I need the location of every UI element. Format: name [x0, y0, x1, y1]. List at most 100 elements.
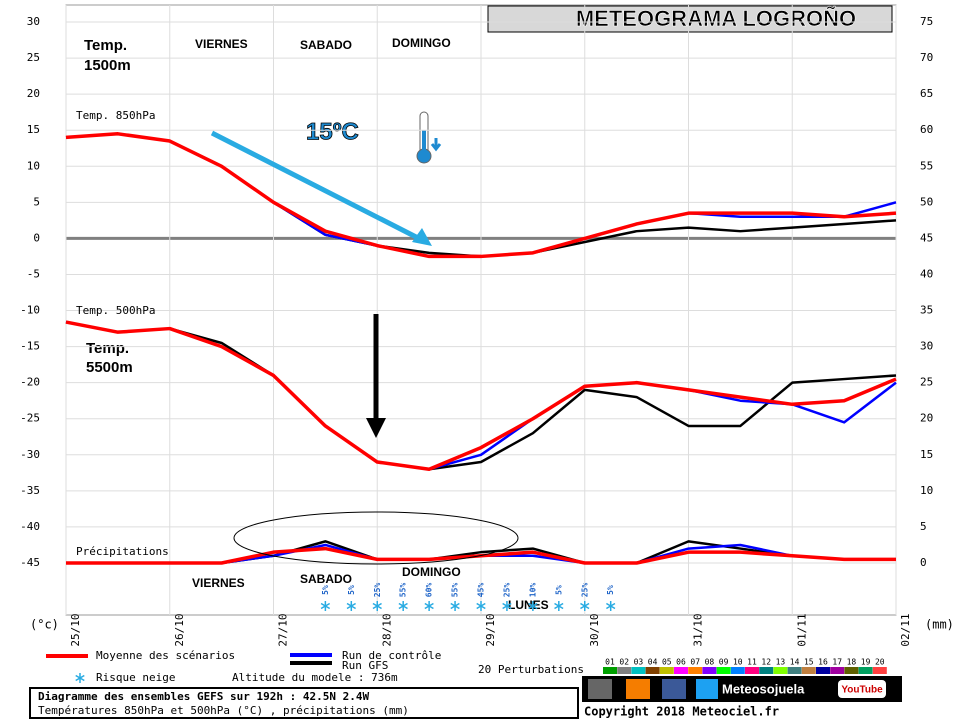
perturbation-label: 05	[662, 658, 672, 667]
legend-label: Run de contrôle	[342, 649, 441, 662]
y-tick-label: 10	[27, 159, 40, 172]
plot: -45 -40 -35 -30 -25 -20 -15 -10 -5 0 5 10 15 20 25 30 0 5…	[20, 4, 933, 647]
y-tick-label: -25	[20, 412, 40, 425]
legend: Moyenne des scénarios Run de contrôle Ru…	[46, 649, 584, 684]
perturbation-label: 11	[747, 658, 757, 667]
y-tick-label: -15	[20, 340, 40, 353]
y-tick-label: -35	[20, 484, 40, 497]
arrow	[210, 130, 424, 243]
y-tick-label: 15	[27, 123, 40, 136]
perturbation-label: 07	[690, 658, 700, 667]
perturbation-label: 15	[804, 658, 814, 667]
snowflake-arm	[580, 602, 590, 610]
copyright: Copyright 2018 Meteociel.fr	[584, 705, 779, 719]
perturbation-label: 10	[733, 658, 743, 667]
snow-risk-label: 60%	[425, 583, 434, 598]
snowflake	[580, 601, 590, 611]
snowflake	[424, 601, 434, 611]
perturbation-label: 03	[634, 658, 644, 667]
perturbation-swatch	[659, 667, 674, 674]
x-tick-label: 28/10	[380, 613, 393, 646]
snowflake	[528, 601, 538, 611]
x-tick-label: 26/10	[173, 613, 186, 646]
perturbation-swatch	[702, 667, 717, 674]
x-tick-label: 31/10	[692, 613, 705, 646]
snow-risk-label: 55%	[399, 583, 408, 598]
perturbation-swatch	[844, 667, 859, 674]
y2-tick-label: 35	[920, 304, 933, 317]
social-label[interactable]: Meteosojuela	[722, 681, 805, 696]
snowflake-arm	[606, 602, 616, 610]
perturbation-swatch	[730, 667, 745, 674]
y2-tick-label: 0	[920, 556, 927, 569]
icon[interactable]	[626, 679, 650, 699]
social-label[interactable]: YouTube	[841, 685, 883, 696]
series-line	[65, 320, 897, 471]
annotation: Temp.	[84, 37, 127, 54]
legend-label: Moyenne des scénarios	[96, 649, 235, 662]
perturbation-label: 18	[847, 658, 857, 667]
perturbation-label: 02	[619, 658, 629, 667]
icon[interactable]	[696, 679, 718, 699]
perturbation-label: 13	[776, 658, 786, 667]
perturbation-label: 19	[861, 658, 871, 667]
footer-box	[29, 687, 579, 719]
perturbation-label: 08	[705, 658, 715, 667]
y-tick-label: 30	[27, 15, 40, 28]
snow-risk-label: 5%	[321, 585, 330, 595]
icon[interactable]	[588, 679, 612, 699]
snowflake-arm	[554, 602, 564, 610]
y-axis-label: (°c)	[30, 618, 59, 632]
snowflake-arm	[372, 602, 382, 610]
youtube-badge[interactable]	[838, 680, 886, 698]
snowflake-arm	[398, 602, 408, 610]
perturbation-swatch	[801, 667, 816, 674]
y-tick-label: -20	[20, 376, 40, 389]
perturbation-swatch	[773, 667, 788, 674]
snowflake	[606, 601, 616, 611]
snowflake-arm	[502, 602, 512, 610]
annotation: 15ºC	[306, 118, 359, 145]
y-tick-label: 20	[27, 87, 40, 100]
perturbation-swatch	[674, 667, 688, 674]
perturbation-swatch	[858, 667, 873, 674]
snow-risk-label: 5%	[554, 585, 563, 595]
day-label: DOMINGO	[392, 36, 451, 50]
y-tick-label: 5	[33, 195, 40, 208]
perturbation-label: 16	[818, 658, 828, 667]
perturbation-swatch	[759, 667, 774, 674]
snowflake	[502, 601, 512, 611]
perturbation-swatch	[830, 667, 845, 674]
perturbation-label: 01	[605, 658, 615, 667]
snowflake	[476, 601, 486, 611]
y2-tick-label: 70	[920, 51, 933, 64]
panel-label: Temp. 500hPa	[76, 304, 155, 317]
perturbation-swatch	[617, 667, 632, 674]
series-line	[65, 132, 897, 259]
snowflake	[346, 601, 356, 611]
thermometer-icon	[416, 111, 442, 164]
panel-label: Précipitations	[76, 545, 169, 558]
icon[interactable]	[662, 679, 686, 699]
perturbation-swatch	[745, 667, 759, 674]
annotation: 1500m	[84, 57, 131, 74]
legend-label: Run GFS	[342, 659, 388, 672]
perturbation-label: 17	[832, 658, 842, 667]
day-label: SABADO	[300, 38, 352, 52]
highlight-ellipse	[233, 511, 519, 565]
y2-tick-label: 20	[920, 412, 933, 425]
perturbation-swatch	[631, 667, 646, 674]
snowflake-arm	[450, 602, 460, 610]
x-tick-label: 01/11	[795, 613, 808, 646]
series-line	[65, 320, 897, 471]
perturbation-swatch	[787, 667, 802, 674]
snowflake-arm	[424, 602, 434, 610]
perturbation-label: 20	[875, 658, 885, 667]
snowflake-arm	[528, 602, 538, 610]
y2-tick-label: 75	[920, 15, 933, 28]
y2-tick-label: 25	[920, 376, 933, 389]
perturbation-swatch	[603, 667, 617, 674]
perturbation-label: 04	[648, 658, 658, 667]
snowflake-arm	[346, 602, 356, 610]
snow-risk-label: 55%	[451, 583, 460, 598]
